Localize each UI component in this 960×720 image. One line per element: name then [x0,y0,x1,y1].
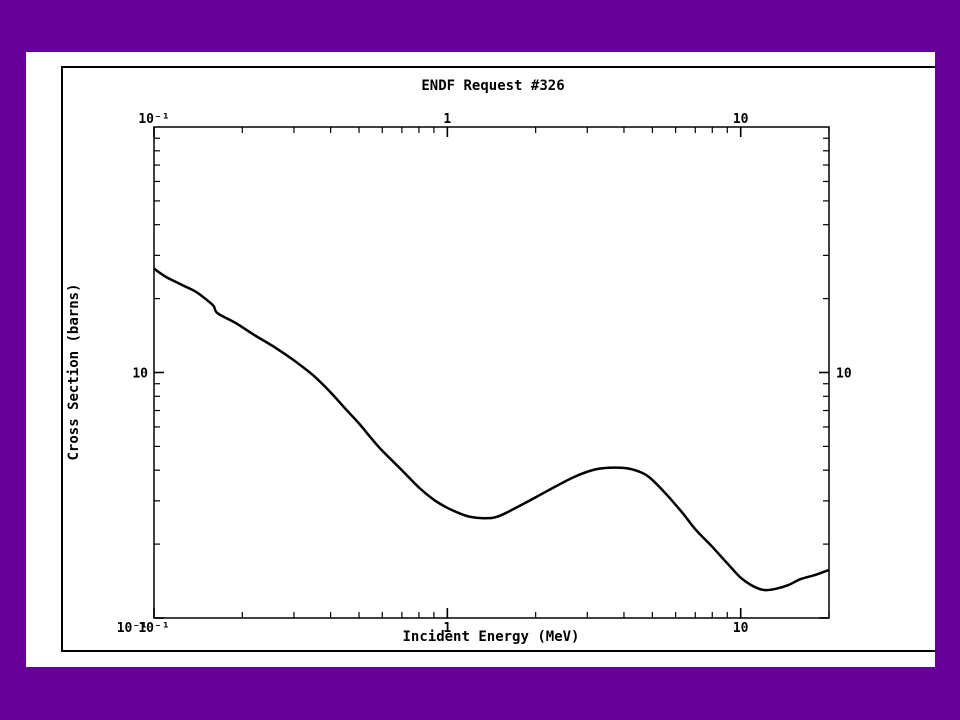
plot-area [153,126,830,619]
x-tick-label-top: 10⁻¹ [138,112,169,127]
x-axis-label: Incident Energy (MeV) [402,629,579,645]
x-tick-label-top: 10 [733,112,749,127]
y-tick-label-right: 10 [836,367,852,382]
slide-background: ENDF Request #326 10⁻¹ 10⁻¹ 1 1 10 10 10⁻¹ 10 10… [26,52,935,667]
tick-marks [153,127,830,619]
chart-title: ENDF Request #326 [421,78,564,94]
x-tick-label-bottom: 10 [733,621,749,636]
y-axis-label: Cross Section (barns) [66,283,82,460]
y-tick-label-left: 10 [132,367,148,382]
figure-frame [61,66,935,652]
x-tick-label-top: 1 [443,112,451,127]
y-tick-label-left: 10⁻¹ [117,621,148,636]
x-tick-label-bottom: 10⁻¹ [138,621,169,636]
x-tick-label-bottom: 1 [443,621,451,636]
series-line-cross-section [153,267,830,592]
